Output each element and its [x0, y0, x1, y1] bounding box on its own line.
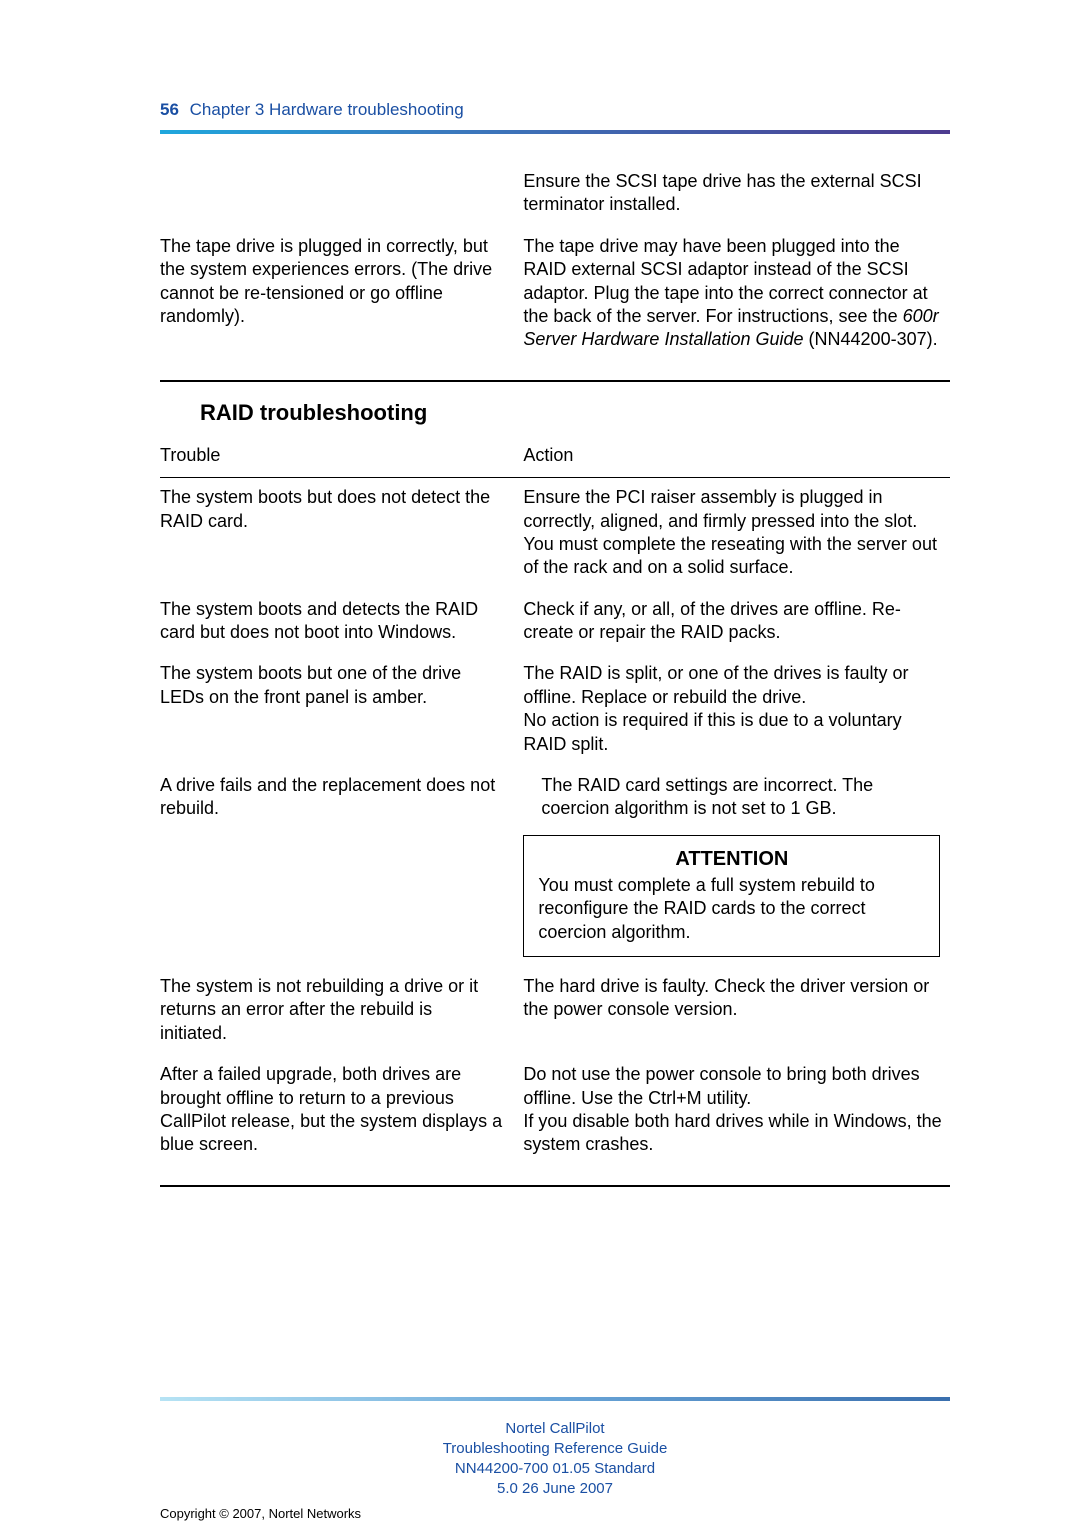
- page: 56 Chapter 3 Hardware troubleshooting En…: [0, 0, 1080, 1440]
- running-header: 56 Chapter 3 Hardware troubleshooting: [160, 100, 950, 120]
- table-row: The system is not rebuilding a drive or …: [160, 967, 950, 1055]
- col-trouble: Trouble: [160, 436, 523, 478]
- table-row: The system boots and detects the RAID ca…: [160, 590, 950, 655]
- trouble-cell: [160, 162, 523, 227]
- trouble-cell: The system boots but does not detect the…: [160, 478, 523, 590]
- copyright: Copyright © 2007, Nortel Networks: [160, 1506, 950, 1521]
- raid-heading: RAID troubleshooting: [200, 400, 950, 426]
- raid-table: Trouble Action The system boots but does…: [160, 436, 950, 1187]
- table-bottom-rule: [160, 362, 950, 381]
- footer-line: Nortel CallPilot: [160, 1419, 950, 1439]
- action-cell: The hard drive is faulty. Check the driv…: [523, 967, 950, 1055]
- action-cell: Ensure the PCI raiser assembly is plugge…: [523, 478, 950, 590]
- trouble-cell: The system boots but one of the drive LE…: [160, 654, 523, 766]
- footer-line: NN44200-700 01.05 Standard: [160, 1459, 950, 1479]
- tape-table: Ensure the SCSI tape drive has the exter…: [160, 162, 950, 382]
- footer-block: Nortel CallPilot Troubleshooting Referen…: [160, 1419, 950, 1500]
- footer-rule: [160, 1397, 950, 1401]
- table-row: Ensure the SCSI tape drive has the exter…: [160, 162, 950, 227]
- action-text: The RAID card settings are incorrect. Th…: [541, 774, 944, 821]
- table-row: A drive fails and the replacement does n…: [160, 766, 950, 967]
- trouble-cell: The system boots and detects the RAID ca…: [160, 590, 523, 655]
- action-cell: Do not use the power console to bring bo…: [523, 1055, 950, 1167]
- page-number: 56: [160, 100, 179, 119]
- action-cell: Ensure the SCSI tape drive has the exter…: [523, 162, 950, 227]
- action-text: The tape drive may have been plugged int…: [523, 236, 927, 326]
- action-cell: Check if any, or all, of the drives are …: [523, 590, 950, 655]
- trouble-cell: The tape drive is plugged in correctly, …: [160, 227, 523, 362]
- table-row: After a failed upgrade, both drives are …: [160, 1055, 950, 1167]
- action-cell: The RAID card settings are incorrect. Th…: [523, 766, 950, 967]
- table-bottom-rule: [160, 1167, 950, 1186]
- trouble-cell: A drive fails and the replacement does n…: [160, 766, 523, 967]
- attention-box: ATTENTION You must complete a full syste…: [523, 835, 940, 957]
- col-action: Action: [523, 436, 950, 478]
- table-row: The system boots but does not detect the…: [160, 478, 950, 590]
- footer-line: Troubleshooting Reference Guide: [160, 1439, 950, 1459]
- table-row: The system boots but one of the drive LE…: [160, 654, 950, 766]
- chapter-title: Chapter 3 Hardware troubleshooting: [190, 100, 464, 119]
- footer-line: 5.0 26 June 2007: [160, 1479, 950, 1499]
- attention-body: You must complete a full system rebuild …: [538, 874, 925, 944]
- trouble-cell: The system is not rebuilding a drive or …: [160, 967, 523, 1055]
- action-text: (NN44200-307).: [804, 329, 938, 349]
- trouble-cell: After a failed upgrade, both drives are …: [160, 1055, 523, 1167]
- header-rule: [160, 130, 950, 134]
- attention-title: ATTENTION: [538, 846, 925, 872]
- action-cell: The RAID is split, or one of the drives …: [523, 654, 950, 766]
- action-cell: The tape drive may have been plugged int…: [523, 227, 950, 362]
- table-header-row: Trouble Action: [160, 436, 950, 478]
- table-row: The tape drive is plugged in correctly, …: [160, 227, 950, 362]
